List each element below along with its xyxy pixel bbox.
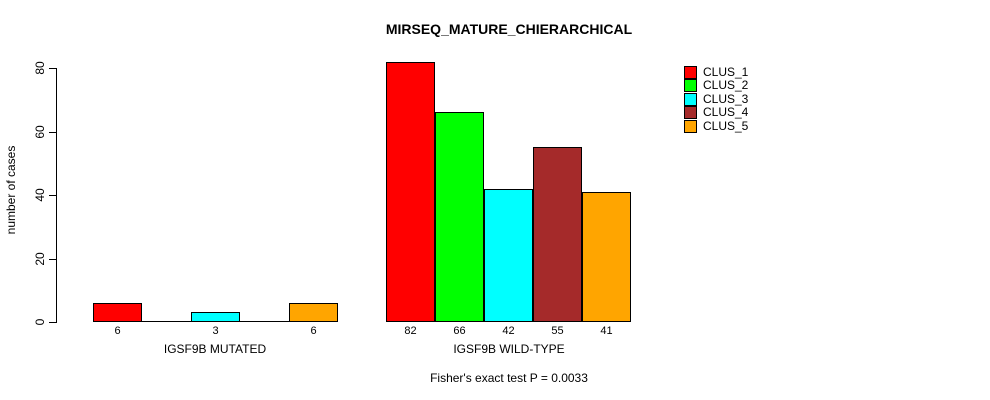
y-tick-mark-40 bbox=[49, 195, 56, 196]
value-label-CLUS_1-group2: 82 bbox=[404, 325, 417, 337]
legend-label-CLUS_4: CLUS_4 bbox=[703, 105, 749, 119]
bar-CLUS_3-group1 bbox=[191, 312, 240, 322]
group-label-wildtype: IGSF9B WILD-TYPE bbox=[453, 342, 565, 356]
value-label-CLUS_1-group1: 6 bbox=[114, 325, 121, 337]
value-label-CLUS_5-group2: 41 bbox=[600, 325, 613, 337]
legend-swatch-CLUS_1 bbox=[684, 66, 697, 79]
y-tick-label-0: 0 bbox=[33, 318, 47, 326]
value-label-CLUS_3-group1: 3 bbox=[212, 325, 219, 337]
legend-swatch-CLUS_5 bbox=[684, 120, 697, 133]
y-tick-mark-20 bbox=[49, 259, 56, 260]
legend-label-CLUS_5: CLUS_5 bbox=[703, 119, 749, 133]
y-axis-line bbox=[56, 68, 57, 323]
bar-CLUS_5-group2 bbox=[582, 192, 631, 322]
y-tick-label-20: 20 bbox=[33, 252, 47, 266]
y-tick-label-40: 40 bbox=[33, 188, 47, 202]
legend-label-CLUS_3: CLUS_3 bbox=[703, 92, 749, 106]
bar-CLUS_3-group2 bbox=[484, 189, 533, 322]
value-label-CLUS_5-group1: 6 bbox=[310, 325, 317, 337]
value-label-CLUS_2-group2: 66 bbox=[453, 325, 466, 337]
bar-CLUS_1-group2 bbox=[386, 62, 435, 322]
bar-CLUS_4-group2 bbox=[533, 147, 582, 322]
y-tick-label-80: 80 bbox=[33, 61, 47, 75]
chart-title: MIRSEQ_MATURE_CHIERARCHICAL bbox=[385, 21, 633, 37]
legend-label-CLUS_1: CLUS_1 bbox=[703, 65, 749, 79]
value-label-CLUS_3-group2: 42 bbox=[502, 325, 515, 337]
bar-CLUS_5-group1 bbox=[289, 303, 338, 322]
group-label-mutated: IGSF9B MUTATED bbox=[163, 342, 267, 356]
y-tick-mark-80 bbox=[49, 68, 56, 69]
legend-swatch-CLUS_3 bbox=[684, 93, 697, 106]
bar-CLUS_2-group2 bbox=[435, 112, 484, 322]
value-label-CLUS_4-group2: 55 bbox=[551, 325, 564, 337]
y-tick-label-60: 60 bbox=[33, 125, 47, 139]
zero-bar-CLUS_2-group1 bbox=[142, 321, 191, 322]
legend-swatch-CLUS_2 bbox=[684, 79, 697, 92]
bar-CLUS_1-group1 bbox=[93, 303, 142, 322]
legend-label-CLUS_2: CLUS_2 bbox=[703, 78, 749, 92]
y-axis-label: number of cases bbox=[4, 145, 18, 235]
zero-bar-CLUS_4-group1 bbox=[240, 321, 289, 322]
legend-swatch-CLUS_4 bbox=[684, 106, 697, 119]
y-tick-mark-60 bbox=[49, 132, 56, 133]
fisher-test-annotation: Fisher's exact test P = 0.0033 bbox=[430, 371, 588, 385]
y-tick-mark-0 bbox=[49, 322, 56, 323]
